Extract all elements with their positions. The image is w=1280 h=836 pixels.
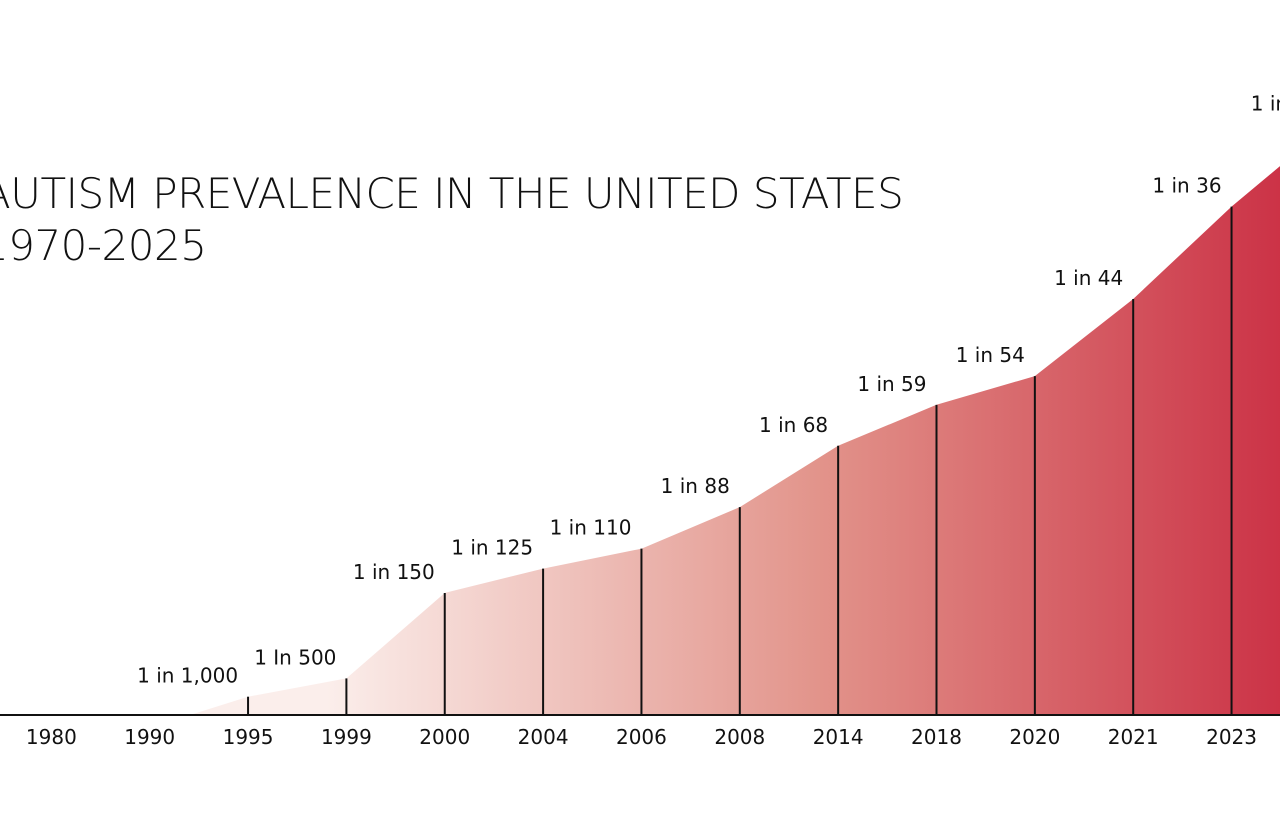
x-tick-label: 1995 (223, 725, 274, 749)
data-label: 1 in 125 (451, 536, 533, 560)
data-label: 1 in 54 (956, 343, 1025, 367)
data-label: 1 in 59 (857, 372, 926, 396)
data-label: 1 in 68 (759, 413, 828, 437)
area-fill (190, 166, 1280, 715)
x-tick-label: 1999 (321, 725, 372, 749)
data-label: 1 in 110 (550, 516, 632, 540)
x-tick-label: 1990 (124, 725, 175, 749)
x-tick-label: 1980 (26, 725, 77, 749)
data-label: 1 in 36 (1152, 174, 1221, 198)
x-tick-label: 2014 (813, 725, 864, 749)
x-tick-label: 2018 (911, 725, 962, 749)
x-tick-label: 2006 (616, 725, 667, 749)
data-label: 1 in 150 (353, 560, 435, 584)
data-label: 1 in 1,000 (137, 664, 238, 688)
data-label: 1 In 500 (254, 645, 336, 669)
chart-title-line-1: AUTISM PREVALENCE IN THE UNITED STATES (0, 169, 904, 218)
data-label: 1 in 31 (1251, 92, 1280, 116)
x-tick-label: 2020 (1009, 725, 1060, 749)
x-tick-label: 2004 (518, 725, 569, 749)
chart-title-line-2: 1970-2025 (0, 221, 207, 270)
data-label: 1 in 88 (661, 474, 730, 498)
data-label: 1 in 44 (1054, 266, 1123, 290)
chart-title: AUTISM PREVALENCE IN THE UNITED STATES 1… (0, 168, 904, 272)
x-tick-label: 2008 (714, 725, 765, 749)
x-tick-label: 2023 (1206, 725, 1257, 749)
x-tick-label: 2000 (419, 725, 470, 749)
x-tick-label: 2021 (1108, 725, 1159, 749)
